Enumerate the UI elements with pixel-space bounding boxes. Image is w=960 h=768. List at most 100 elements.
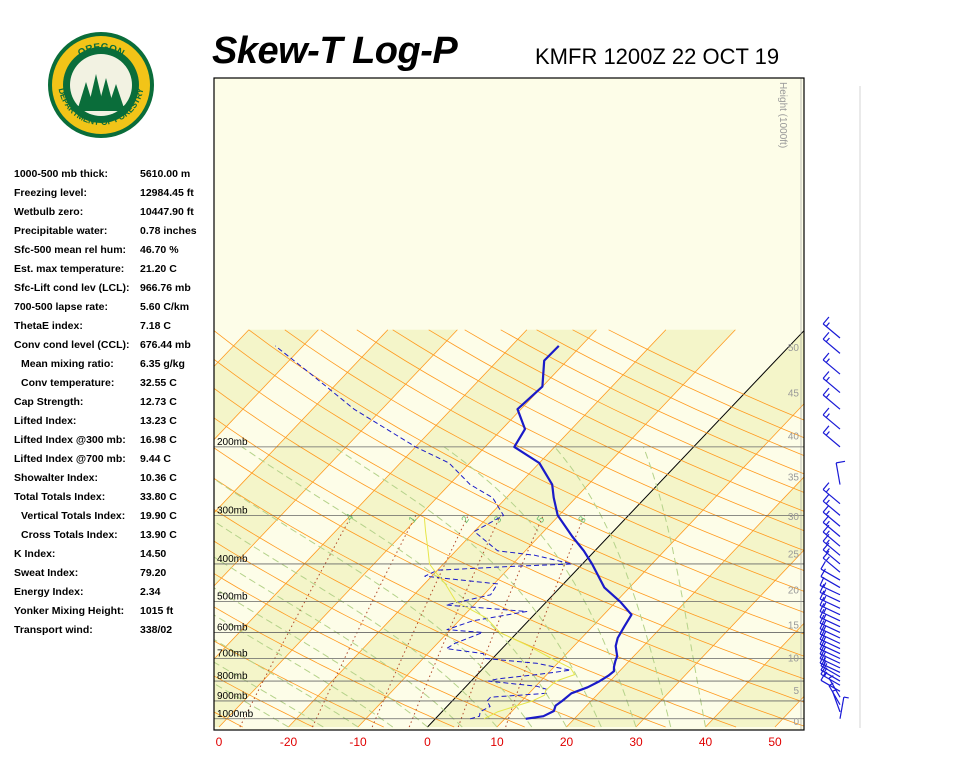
wind-barb-feather (819, 609, 825, 618)
isotherm-line (214, 329, 250, 368)
wind-barb-staff (819, 658, 841, 669)
stat-value: 12984.45 ft (140, 187, 194, 199)
stat-row: Yonker Mixing Height: 1015 ft (14, 605, 214, 624)
wind-barb-feather (819, 577, 825, 586)
height-tick-label: 20 (788, 586, 800, 597)
dry-adiabat (392, 329, 804, 532)
wind-barb-feather (822, 542, 830, 551)
mixing-ratio-label: 3 (492, 514, 504, 525)
wind-barb-feather (822, 352, 830, 361)
wind-barb (819, 614, 841, 634)
height-tick-label: 15 (788, 620, 800, 631)
stat-value: 338/02 (140, 624, 173, 636)
stat-row: Sweat Index: 79.20 (14, 567, 214, 586)
stat-value: 14.50 (140, 548, 167, 560)
wind-barb-staff (820, 679, 841, 692)
stat-value: 46.70 % (140, 244, 179, 256)
stat-row: Showalter Index: 10.36 C (14, 472, 214, 491)
stat-row: Vertical Totals Index: 19.90 C (14, 510, 214, 529)
dry-adiabat (284, 329, 804, 592)
stat-label: 1000-500 mb thick: (14, 168, 108, 180)
stat-value: 33.80 C (140, 491, 177, 503)
dry-adiabat (214, 387, 804, 680)
stat-label: 700-500 lapse rate: (14, 301, 108, 313)
stat-label: Freezing level: (14, 187, 87, 199)
stat-row: 1000-500 mb thick: 5610.00 m (14, 168, 214, 187)
wind-barb-half-feather (825, 539, 830, 545)
wind-barb-feather (822, 331, 830, 340)
stat-label: Transport wind: (14, 624, 93, 636)
stat-label: Lifted Index: (14, 415, 77, 427)
wind-barb-half-feather (825, 499, 830, 505)
stat-row: K Index: 14.50 (14, 548, 214, 567)
dry-adiabat (320, 329, 804, 572)
wind-barb-staff (835, 462, 841, 485)
wind-barb-feather (836, 460, 846, 464)
wind-barb-half-feather (823, 608, 827, 614)
height-tick-label: 45 (788, 388, 800, 399)
x-tick-label: 30 (629, 735, 643, 749)
wind-barb-feather (822, 504, 830, 513)
dry-adiabat (214, 358, 804, 657)
stat-value: 5.60 C/km (140, 301, 190, 313)
wind-barb-staff (828, 685, 841, 705)
wind-barb (822, 482, 841, 505)
stat-row: Est. max temperature: 21.20 C (14, 263, 214, 282)
wind-barb-staff (819, 598, 841, 609)
dry-adiabat (214, 675, 314, 728)
wind-barb-half-feather (823, 595, 827, 601)
dry-adiabat (214, 540, 596, 728)
wind-barb-half-feather (823, 602, 827, 608)
wind-barb-staff (822, 359, 841, 375)
dry-adiabat (214, 640, 384, 728)
wind-barb-half-feather (825, 322, 830, 327)
isotherm-band (0, 330, 179, 727)
isotherm-line (0, 330, 110, 727)
mixing-ratio-line (239, 515, 353, 728)
wind-barb-half-feather (825, 548, 830, 553)
stat-label: Mean mixing ratio: (21, 358, 114, 370)
stat-row: Lifted Index: 13.23 C (14, 415, 214, 434)
wind-barb-staff (819, 628, 841, 639)
stat-value: 1015 ft (140, 605, 174, 617)
stat-value: 19.90 C (140, 510, 177, 522)
x-tick-label: 10 (490, 735, 504, 749)
stat-label: Precipitable water: (14, 225, 108, 237)
x-tick-label: -20 (280, 735, 298, 749)
stat-label: Est. max temperature: (14, 263, 125, 275)
wind-barb-feather (822, 550, 830, 559)
mixing-ratio-label: 1 (407, 514, 419, 525)
isotherm-band (288, 329, 736, 727)
wind-barb-feather (820, 672, 826, 681)
stat-value: 5610.00 m (140, 168, 191, 180)
wind-barb-feather (819, 583, 825, 593)
x-tick-label: 20 (560, 735, 574, 749)
stat-label: Energy Index: (14, 586, 84, 598)
x-tick-label: 50 (768, 735, 782, 749)
wind-barb-staff (822, 557, 841, 573)
wind-barb (822, 542, 841, 565)
wind-barb-staff (819, 633, 841, 644)
temperature-line (513, 345, 633, 720)
height-axis-label: Height (1000ft) (777, 82, 788, 148)
isotherm-line (0, 330, 179, 727)
wind-barb (822, 331, 841, 354)
wind-barb (822, 425, 841, 448)
stat-label: Sweat Index: (14, 567, 79, 579)
stat-value: 0.78 inches (140, 225, 197, 237)
wind-barb (820, 672, 841, 692)
wind-barb (819, 603, 841, 622)
wind-barb (820, 560, 841, 581)
mixing-ratio-line (408, 515, 502, 728)
stat-row: Total Totals Index: 33.80 C (14, 491, 214, 510)
isobar-label: 200mb (217, 437, 248, 448)
moist-adiabat (214, 661, 324, 728)
dry-adiabat (214, 711, 243, 728)
wind-barb (822, 407, 841, 430)
wind-barb-staff (819, 638, 841, 650)
moist-adiabat (554, 446, 672, 728)
mixing-ratio-label: 2 (460, 514, 472, 525)
moist-adiabat (214, 682, 289, 728)
stat-row: Sfc-500 mean rel hum: 46.70 % (14, 244, 214, 263)
moist-adiabat (333, 446, 602, 728)
